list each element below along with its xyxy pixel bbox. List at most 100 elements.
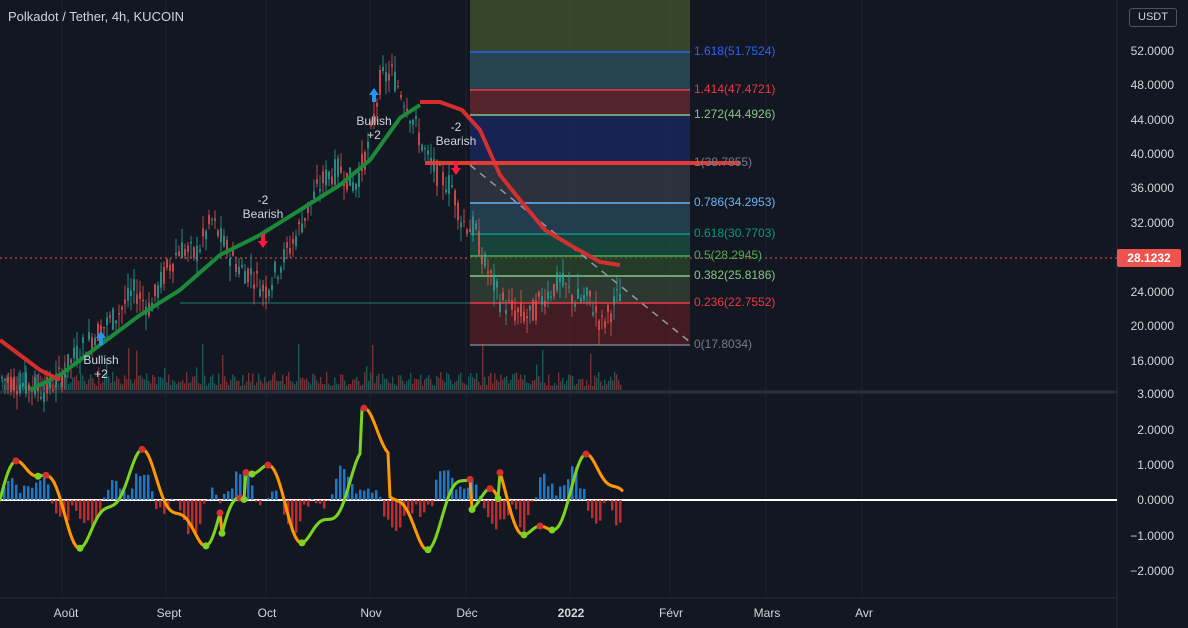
oscillator-histogram-bar bbox=[207, 499, 210, 500]
volume-bar bbox=[242, 374, 244, 390]
volume-bar bbox=[454, 381, 456, 390]
volume-bar bbox=[514, 373, 516, 390]
volume-bar bbox=[332, 385, 334, 390]
fib-level-label: 1.414(47.4721) bbox=[694, 82, 776, 96]
oscillator-axis-label: 2.0000 bbox=[1137, 423, 1174, 437]
candle-body bbox=[10, 376, 12, 392]
oscillator-histogram-bar bbox=[563, 485, 566, 500]
volume-bar bbox=[116, 376, 118, 390]
candle-body bbox=[289, 248, 291, 254]
volume-bar bbox=[70, 382, 72, 390]
candle-body bbox=[232, 250, 234, 256]
fib-zone bbox=[470, 163, 690, 203]
candle-body bbox=[541, 296, 543, 305]
candle-body bbox=[226, 239, 228, 255]
volume-bar bbox=[224, 375, 226, 390]
oscillator-histogram-bar bbox=[115, 480, 118, 500]
volume-bar bbox=[128, 348, 130, 390]
oscillator-histogram-bar bbox=[307, 500, 310, 507]
volume-bar bbox=[570, 375, 572, 390]
volume-bar bbox=[102, 381, 104, 390]
volume-bar bbox=[150, 383, 152, 390]
oscillator-histogram-bar bbox=[95, 500, 98, 521]
candle-body bbox=[556, 272, 558, 291]
oscillator-histogram-bar bbox=[495, 500, 498, 530]
candle-body bbox=[403, 105, 405, 107]
volume-bar bbox=[564, 384, 566, 390]
oscillator-pivot-dot bbox=[76, 544, 84, 552]
currency-selector[interactable]: USDT bbox=[1129, 8, 1177, 27]
volume-bar bbox=[476, 373, 478, 390]
volume-bar bbox=[418, 379, 420, 390]
volume-bar bbox=[496, 379, 498, 390]
fib-level-label: 1(38.7855) bbox=[694, 155, 753, 169]
fib-zone bbox=[470, 256, 690, 276]
volume-bar bbox=[260, 380, 262, 390]
candle-body bbox=[184, 249, 186, 256]
volume-bar bbox=[380, 384, 382, 390]
candle-body bbox=[7, 377, 9, 383]
candle-body bbox=[172, 263, 174, 272]
volume-bar bbox=[550, 385, 552, 390]
oscillator-histogram-bar bbox=[567, 479, 570, 500]
volume-bar bbox=[540, 382, 542, 390]
volume-bar bbox=[198, 383, 200, 390]
volume-bar bbox=[390, 383, 392, 390]
candle-body bbox=[178, 251, 180, 257]
candle-body bbox=[355, 183, 357, 190]
oscillator-histogram-bar bbox=[471, 478, 474, 500]
volume-bar bbox=[512, 374, 514, 390]
candle-body bbox=[328, 171, 330, 180]
candle-body bbox=[469, 229, 471, 233]
volume-bar bbox=[92, 377, 94, 390]
oscillator-pivot-dot bbox=[520, 531, 528, 539]
volume-bar bbox=[88, 379, 90, 390]
volume-bar bbox=[402, 380, 404, 390]
candle-body bbox=[70, 359, 72, 364]
oscillator-line-segment bbox=[386, 451, 392, 499]
volume-bar bbox=[164, 368, 166, 390]
moving-average-green bbox=[29, 103, 422, 392]
volume-bar bbox=[382, 373, 384, 390]
oscillator-pivot-dot bbox=[248, 470, 256, 478]
volume-bar bbox=[2, 379, 4, 390]
volume-bar bbox=[118, 378, 120, 390]
fib-zone bbox=[470, 115, 690, 163]
candle-body bbox=[445, 189, 447, 193]
volume-bar bbox=[298, 343, 300, 390]
candle-body bbox=[478, 231, 480, 255]
volume-bar bbox=[126, 378, 128, 390]
volume-bar bbox=[12, 378, 14, 390]
volume-bar bbox=[590, 353, 592, 390]
candle-body bbox=[520, 303, 522, 317]
volume-bar bbox=[212, 374, 214, 390]
oscillator-histogram-bar bbox=[611, 500, 614, 511]
volume-bar bbox=[470, 372, 472, 390]
volume-bar bbox=[192, 376, 194, 390]
oscillator-histogram-bar bbox=[375, 490, 378, 500]
oscillator-histogram-bar bbox=[299, 500, 302, 522]
oscillator-histogram-bar bbox=[235, 471, 238, 500]
candle-body bbox=[382, 66, 384, 72]
oscillator-histogram-bar bbox=[99, 500, 102, 514]
oscillator-histogram-bar bbox=[79, 500, 82, 519]
candle-body bbox=[616, 289, 618, 291]
candle-body bbox=[28, 384, 30, 391]
volume-bar bbox=[346, 385, 348, 390]
volume-bar bbox=[146, 373, 148, 390]
oscillator-histogram-bar bbox=[387, 500, 390, 520]
volume-bar bbox=[518, 379, 520, 390]
candle-body bbox=[235, 264, 237, 273]
volume-bar bbox=[538, 375, 540, 390]
volume-bar bbox=[406, 381, 408, 390]
oscillator-histogram-bar bbox=[399, 500, 402, 528]
oscillator-histogram-bar bbox=[331, 494, 334, 500]
volume-bar bbox=[588, 384, 590, 390]
volume-bar bbox=[218, 373, 220, 390]
candle-body bbox=[127, 287, 129, 301]
oscillator-histogram-bar bbox=[71, 500, 74, 506]
time-axis-label: Févr bbox=[659, 606, 683, 620]
oscillator-histogram-bar bbox=[603, 500, 606, 504]
oscillator-line-segment bbox=[618, 487, 624, 492]
